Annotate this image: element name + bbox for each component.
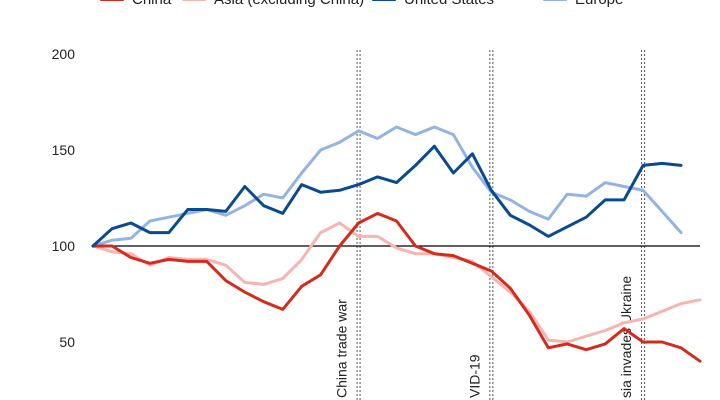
chart-legend: China Asia (excluding China) United States…	[0, 0, 720, 13]
event-marker-china-trade-war: China trade war	[334, 50, 361, 400]
event-label: sia invades Ukraine	[618, 276, 634, 398]
legend-label: China	[132, 0, 171, 8]
legend-item-united-states: United States	[372, 0, 494, 8]
legend-swatch	[372, 0, 396, 1]
event-marker-vid-19: VID-19	[466, 50, 494, 400]
series-line-united-states	[91, 144, 683, 248]
series-line-europe	[91, 125, 683, 248]
y-tick-label: 50	[59, 334, 75, 350]
legend-swatch	[543, 0, 567, 1]
series-line-china	[91, 211, 702, 363]
legend-swatch	[100, 0, 124, 1]
legend-label: Asia (excluding China)	[214, 0, 364, 8]
event-label: VID-19	[466, 354, 482, 398]
event-label: China trade war	[334, 299, 350, 398]
y-tick-label: 150	[52, 142, 76, 158]
legend-swatch	[182, 0, 206, 1]
legend-item-china: China	[100, 0, 171, 8]
series-lines	[91, 125, 702, 363]
y-tick-label: 200	[52, 46, 76, 62]
series-line-asia-excluding-china	[91, 221, 702, 344]
legend-label: United States	[404, 0, 494, 8]
y-axis: 50 100 150 200	[52, 46, 76, 350]
y-tick-label: 100	[52, 238, 76, 254]
event-marker-sia-invades-ukraine: sia invades Ukraine	[618, 50, 646, 400]
legend-item-europe: Europe	[543, 0, 623, 8]
legend-item-asia-excluding-china: Asia (excluding China)	[182, 0, 364, 8]
legend-label: Europe	[575, 0, 623, 8]
event-markers: China trade war VID-19 sia invades Ukraine	[334, 50, 646, 400]
